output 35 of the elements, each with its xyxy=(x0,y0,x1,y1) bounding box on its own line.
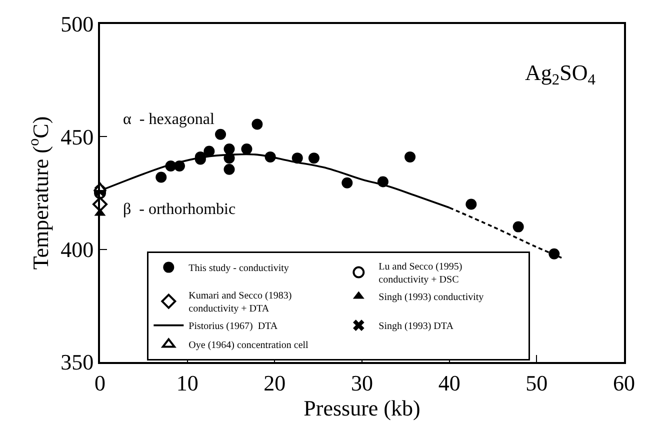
point xyxy=(224,144,235,155)
annotation: β - orthorhombic xyxy=(123,201,236,218)
point xyxy=(466,198,477,210)
x-tick-label: 20 xyxy=(264,370,286,396)
y-tick-label: 500 xyxy=(60,12,94,37)
point xyxy=(215,128,226,140)
legend-label: Kumari and Secco (1983) conductivity + DTA xyxy=(188,290,292,315)
legend-label: Singh (1993) conductivity xyxy=(378,292,484,304)
point xyxy=(224,164,235,175)
legend-label: This study - conductivity xyxy=(188,263,289,274)
legend-label: Oye (1964) concentration cell xyxy=(188,340,309,352)
point xyxy=(548,248,560,260)
legend-label: Singh (1993) DTA xyxy=(378,321,454,332)
x-tick-label: 10 xyxy=(176,370,198,396)
y-tick-label: 450 xyxy=(60,124,94,150)
y-tick-label: 400 xyxy=(60,237,94,262)
point xyxy=(404,151,416,162)
point xyxy=(512,221,524,232)
x-tick-label: 40 xyxy=(438,370,460,396)
point xyxy=(156,172,167,183)
x-tick-label: 30 xyxy=(351,370,373,396)
annotation: α - hexagonal xyxy=(123,111,216,128)
x-tick-label: 0 xyxy=(94,370,106,396)
point xyxy=(308,152,320,164)
x-tick-label: 60 xyxy=(613,370,635,396)
point xyxy=(241,144,252,155)
x-axis-title: Pressure (kb) xyxy=(304,395,420,420)
legend-label: Lu and Secco (1995) conductivity + DSC xyxy=(378,262,462,286)
x-tick-label: 50 xyxy=(526,370,548,396)
legend-label: Pistorius (1967) DTA xyxy=(188,321,278,332)
point xyxy=(204,146,215,157)
point xyxy=(342,177,353,188)
annotation: Ag$_{2}$SO$_{4}$ xyxy=(525,60,596,89)
y-tick-label: 350 xyxy=(60,350,94,375)
point xyxy=(252,118,263,130)
